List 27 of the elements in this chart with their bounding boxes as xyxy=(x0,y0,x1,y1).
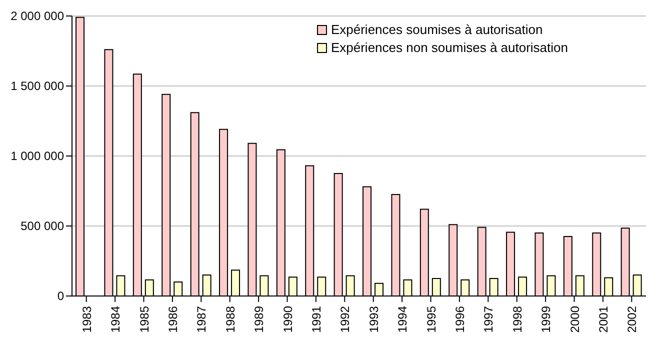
x-tick-label: 1996 xyxy=(452,306,467,333)
x-tick-label: 1994 xyxy=(396,306,410,333)
y-tick-label: 500 000 xyxy=(20,219,64,233)
y-tick-label: 1 500 000 xyxy=(10,79,64,93)
x-tick-label: 1991 xyxy=(309,306,324,333)
x-tick-label: 1992 xyxy=(338,306,352,333)
x-tick-label: 1999 xyxy=(539,306,554,333)
x-tick-label: 1985 xyxy=(137,306,152,333)
x-tick-label: 2002 xyxy=(625,306,640,333)
x-tick-label: 1993 xyxy=(366,306,381,333)
x-tick-label: 1990 xyxy=(280,306,295,333)
x-tick-label: 1984 xyxy=(108,306,123,333)
y-tick-label: 2 000 000 xyxy=(10,9,64,23)
x-tick-label: 1987 xyxy=(194,306,209,333)
x-tick-label: 1989 xyxy=(252,306,266,333)
y-tick-label: 0 xyxy=(57,289,64,303)
x-tick-label: 1988 xyxy=(223,306,238,333)
x-tick-label: 2001 xyxy=(596,306,610,333)
x-tick-label: 1997 xyxy=(482,306,496,333)
x-tick-label: 2000 xyxy=(568,306,582,333)
y-tick-label: 1 000 000 xyxy=(10,149,64,163)
legend-label: Expériences soumises à autorisation xyxy=(330,22,543,37)
x-tick-label: 1983 xyxy=(80,306,94,333)
x-tick-label: 1998 xyxy=(510,306,524,333)
x-tick-label: 1986 xyxy=(166,306,180,333)
legend-label: Expériences non soumises à autorisation xyxy=(330,40,568,55)
x-tick-label: 1995 xyxy=(424,306,438,333)
